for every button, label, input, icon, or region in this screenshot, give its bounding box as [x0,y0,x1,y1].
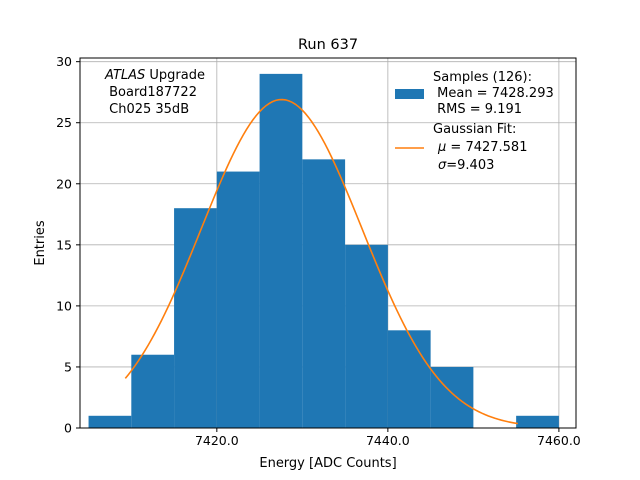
histogram-bar [131,354,175,428]
legend-hist-line-1: Samples (126): [433,70,532,85]
upgrade-text: Upgrade [145,68,205,83]
y-axis-label: Entries [33,220,48,266]
histogram-bar [216,171,260,428]
y-axis-ticks: 0 5 10 15 20 25 30 [56,54,80,436]
chart-title: Run 637 [298,37,358,53]
y-tick-label: 30 [56,54,72,69]
histogram-bar [387,330,431,428]
histogram-bar [302,159,346,428]
x-axis-ticks: 7420.0 7440.0 7460.0 [195,428,581,448]
histogram-bar [259,73,303,429]
legend-fit-sigma: σ=9.403 [438,158,494,173]
y-tick-label: 10 [56,298,72,313]
legend-fit-line-1: Gaussian Fit: [433,122,516,137]
legend-sigma-symbol: σ [438,158,447,173]
fit-curve-layer [124,98,518,425]
y-tick-label: 15 [56,237,72,252]
x-tick-label: 7420.0 [195,433,239,448]
y-tick-label: 25 [56,115,72,130]
atlas-italic: ATLAS [104,68,145,83]
gaussian-fit-curve [124,98,518,425]
y-tick-label: 20 [56,176,72,191]
info-annotation: ATLAS Upgrade Board187722 Ch025 35dB [104,68,205,117]
legend-fit-mu: μ = 7427.581 [437,140,527,155]
channel-label: Ch025 35dB [105,102,189,117]
legend: Samples (126): Mean = 7428.293 RMS = 9.1… [395,70,554,173]
x-tick-label: 7460.0 [537,433,581,448]
histogram-bar [88,415,132,428]
y-tick-label: 0 [64,421,72,436]
histogram-bars [88,73,559,429]
histogram-bar [345,244,388,428]
legend-sigma-value: =9.403 [446,158,494,173]
x-axis-label: Energy [ADC Counts] [259,456,396,471]
board-label: Board187722 [105,85,197,100]
y-tick-label: 5 [64,359,72,374]
x-tick-label: 7440.0 [366,433,410,448]
histogram-bar [516,415,559,428]
plot-frame [79,57,577,429]
legend-mu-symbol: μ [437,140,446,155]
legend-hist-swatch [395,89,424,99]
legend-hist-line-2: Mean = 7428.293 [433,86,554,101]
legend-mu-value: = 7427.581 [446,140,527,155]
legend-hist-line-3: RMS = 9.191 [433,102,522,117]
atlas-label: ATLAS Upgrade [104,68,205,83]
